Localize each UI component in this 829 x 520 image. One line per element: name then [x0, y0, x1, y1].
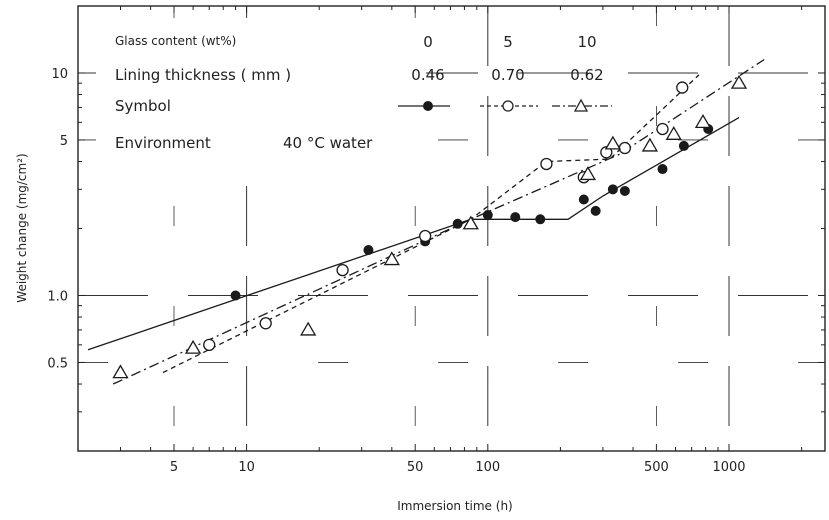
- fit-line-series-2: [112, 58, 765, 385]
- data-point-open-triangle: [579, 166, 597, 181]
- legend-row-thickness-label: Lining thickness ( mm ): [115, 66, 291, 84]
- data-point-open-triangle: [730, 74, 748, 89]
- data-point-filled-circle: [607, 184, 618, 195]
- legend-symbol-open-circle: [480, 100, 538, 112]
- data-point-open-triangle: [694, 114, 712, 128]
- legend-row-glass-label: Glass content (wt%): [115, 34, 236, 48]
- x-tick-label: 5: [170, 460, 178, 475]
- data-point-filled-circle: [578, 194, 589, 205]
- legend-glass-10: 10: [577, 33, 596, 51]
- legend-thickness-5: 0.70: [491, 66, 524, 84]
- data-point-open-triangle: [641, 137, 659, 152]
- x-tick-label: 1000: [712, 460, 745, 475]
- data-point-filled-circle: [452, 218, 463, 229]
- legend-thickness-10: 0.62: [570, 66, 603, 84]
- data-point-open-triangle: [604, 135, 622, 150]
- data-point-open-triangle: [462, 215, 479, 230]
- data-point-open-circle: [203, 338, 216, 351]
- legend-mask: [96, 18, 426, 168]
- data-point-open-circle: [336, 263, 349, 277]
- data-point-open-triangle: [184, 339, 202, 354]
- data-point-open-circle: [676, 81, 689, 94]
- legend-table: Glass content (wt%) 0 5 10 Lining thickn…: [96, 18, 612, 168]
- data-point-open-triangle: [665, 126, 682, 140]
- legend-row-symbol-label: Symbol: [115, 97, 171, 115]
- x-tick-label: 10: [238, 460, 255, 475]
- data-point-filled-circle: [657, 164, 668, 175]
- legend-symbol-filled-circle: [398, 101, 450, 111]
- legend-symbol-open-triangle: [552, 98, 612, 112]
- fit-line-series-0: [87, 117, 740, 351]
- legend-environment-value: 40 °C water: [283, 134, 373, 152]
- x-tick-label: 500: [644, 460, 669, 475]
- fit-lines: [87, 58, 765, 385]
- legend-thickness-0: 0.46: [411, 66, 444, 84]
- data-point-filled-circle: [590, 205, 601, 216]
- data-point-filled-circle: [535, 214, 546, 225]
- legend-glass-5: 5: [503, 33, 513, 51]
- data-point-open-circle: [259, 317, 272, 330]
- y-tick-label: 5: [60, 134, 68, 149]
- data-point-open-triangle: [112, 364, 129, 379]
- x-tick-label: 100: [475, 460, 500, 475]
- data-point-filled-circle: [619, 185, 630, 196]
- data-markers: [112, 74, 748, 379]
- legend-row-environment-label: Environment: [115, 134, 211, 152]
- y-tick-label: 1.0: [47, 289, 68, 304]
- y-axis-title: Weight change (mg/cm²): [15, 153, 29, 302]
- fit-line-series-1: [162, 74, 700, 374]
- data-point-open-circle: [419, 229, 432, 243]
- data-point-filled-circle: [230, 290, 241, 301]
- y-tick-label: 10: [51, 67, 68, 82]
- data-point-filled-circle: [510, 212, 521, 223]
- x-axis-title: Immersion time (h): [397, 499, 512, 513]
- data-point-open-circle: [600, 146, 613, 159]
- x-tick-label: 50: [407, 460, 424, 475]
- data-point-filled-circle: [678, 140, 689, 151]
- data-point-open-triangle: [383, 251, 400, 266]
- data-point-open-circle: [540, 157, 553, 171]
- data-point-open-circle: [618, 141, 632, 155]
- legend-glass-0: 0: [423, 33, 433, 51]
- y-tick-label: 0.5: [47, 356, 68, 371]
- data-point-open-triangle: [300, 321, 317, 336]
- data-point-filled-circle: [482, 209, 493, 220]
- data-point-open-circle: [656, 122, 669, 136]
- data-point-filled-circle: [363, 245, 374, 256]
